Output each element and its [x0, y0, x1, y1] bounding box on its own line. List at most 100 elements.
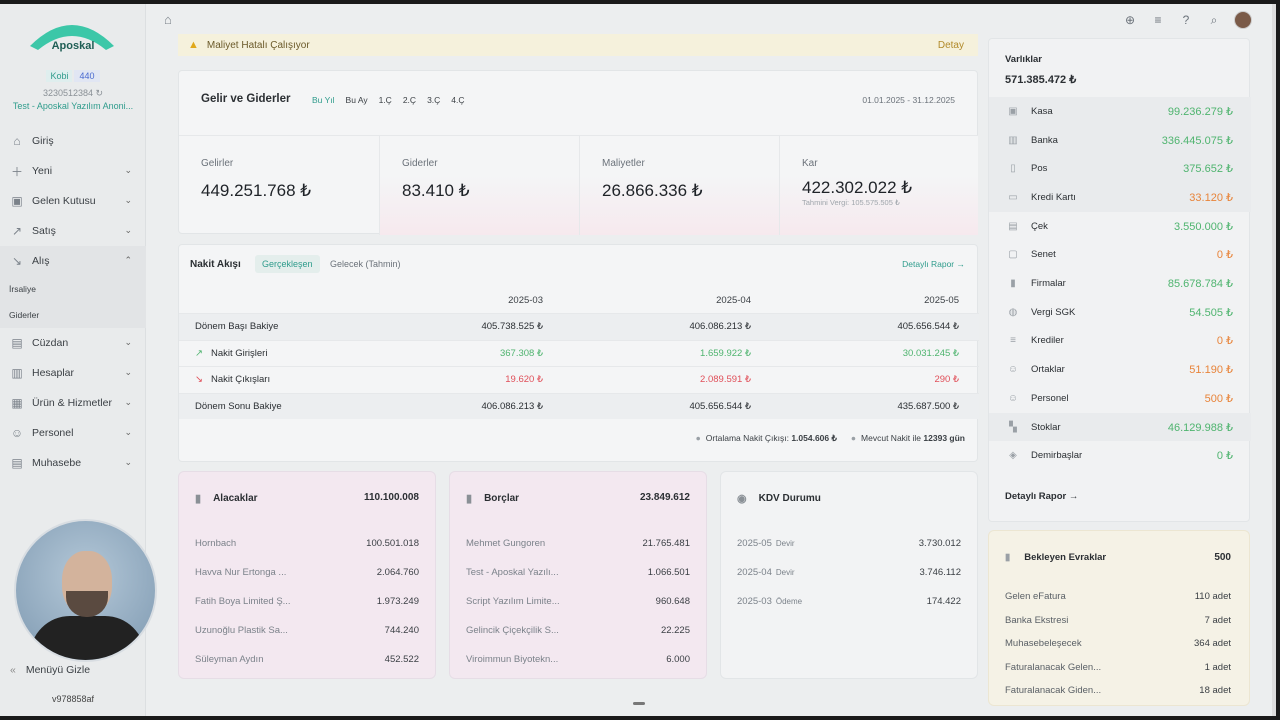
sidebar-item-personel[interactable]: ☺ Personel ⌄ [0, 418, 146, 448]
top-bar-actions: ⊕ ≡ ? ⌕ [1122, 11, 1252, 29]
item-value: 2.064.760 [376, 567, 419, 578]
list-item[interactable]: Banka Ekstresi 7 adet [1005, 615, 1231, 639]
sidebar-item-label: Satış [32, 225, 56, 237]
asset-row[interactable]: ▤ Çek 3.550.000 ₺ [989, 212, 1251, 241]
sidebar-item-alis[interactable]: ↘ Alış ⌃ [0, 246, 146, 276]
list-item[interactable]: 2025-05 Devir 3.730.012 [737, 538, 961, 567]
item-tag: Ödeme [775, 597, 803, 606]
brand-logo[interactable] [28, 12, 116, 58]
double-chevron-left-icon: « [10, 664, 16, 676]
kpi-income[interactable]: Gelirler 449.251.768 ₺ [179, 135, 379, 235]
list-item[interactable]: Havva Nur Ertonga ... 2.064.760 [195, 567, 419, 596]
asset-row[interactable]: ▣ Kasa 99.236.279 ₺ [989, 97, 1251, 126]
home-icon[interactable]: ⌂ [164, 12, 172, 27]
card-header: ◉ KDV Durumu [737, 492, 821, 505]
ledger-icon: ▥ [11, 366, 23, 380]
list-item[interactable]: Faturalanacak Gelen... 1 adet [1005, 662, 1231, 686]
assets-detail-link[interactable]: Detaylı Rapor → [1005, 491, 1079, 502]
company-name[interactable]: Test - Aposkal Yazılım Anoni... [12, 101, 134, 111]
kpi-profit[interactable]: Kar 422.302.022 ₺ Tahmini Vergi: 105.575.5… [779, 135, 978, 235]
tab-forecast[interactable]: Gelecek (Tahmin) [330, 259, 401, 269]
alert-detail-link[interactable]: Detay [937, 39, 964, 51]
list-item[interactable]: Script Yazılım Limite... 960.648 [466, 596, 690, 625]
filter-q3[interactable]: 3.Ç [427, 95, 441, 105]
sidebar-item-hesaplar[interactable]: ▥ Hesaplar ⌄ [0, 358, 146, 388]
list-item[interactable]: 2025-04 Devir 3.746.112 [737, 567, 961, 596]
list-item[interactable]: Test - Aposkal Yazılı... 1.066.501 [466, 567, 690, 596]
kpi-expenses[interactable]: Giderler 83.410 ₺ [379, 135, 579, 235]
list-item[interactable]: Faturalanacak Giden... 18 adet [1005, 685, 1231, 709]
sidebar-subitem-giderler[interactable]: Giderler [0, 302, 146, 328]
asset-label: Senet [1031, 249, 1056, 261]
table-cell: 2.089.591 ₺ [700, 374, 751, 386]
menu-lines-icon[interactable]: ≡ [1154, 13, 1162, 27]
list-item[interactable]: Muhasebeleşecek 364 adet [1005, 638, 1231, 662]
sidebar-item-giris[interactable]: ⌂ Giriş [0, 126, 146, 156]
kpi-costs[interactable]: Maliyetler 26.866.336 ₺ [579, 135, 779, 235]
list-item[interactable]: Viroimmun Biyotekn... 6.000 [466, 654, 690, 683]
asset-value: 0 ₺ [1216, 450, 1233, 463]
coins-icon: ◉ [737, 493, 747, 505]
receivables-card[interactable]: ▮ Alacaklar 110.100.008 Hornbach 100.501.0… [178, 471, 436, 679]
list-item[interactable]: Uzunoğlu Plastik Sa... 744.240 [195, 625, 419, 654]
avatar[interactable] [1234, 11, 1252, 29]
asset-row[interactable]: ☺ Ortaklar 51.190 ₺ [989, 355, 1251, 384]
asset-row[interactable]: ▭ Kredi Kartı 33.120 ₺ [989, 183, 1251, 212]
asset-row[interactable]: ◍ Vergi SGK 54.505 ₺ [989, 298, 1251, 327]
scrollbar[interactable] [1272, 4, 1276, 716]
refresh-icon[interactable]: ↻ [95, 88, 104, 98]
sidebar-item-urun-hizmetler[interactable]: ▦ Ürün & Hizmetler ⌄ [0, 388, 146, 418]
filter-this-month[interactable]: Bu Ay [345, 95, 368, 105]
add-circle-icon[interactable]: ⊕ [1124, 13, 1136, 27]
asset-row[interactable]: ▮ Firmalar 85.678.784 ₺ [989, 269, 1251, 298]
filter-this-year[interactable]: Bu Yıl [312, 95, 335, 105]
payables-card[interactable]: ▮ Borçlar 23.849.612 Mehmet Gungoren 21.76… [449, 471, 707, 679]
sidebar-item-cuzdan[interactable]: ▤ Cüzdan ⌄ [0, 328, 146, 358]
chevron-down-icon: ⌄ [124, 427, 132, 437]
list-item[interactable]: Mehmet Gungoren 21.765.481 [466, 538, 690, 567]
asset-label: Krediler [1031, 335, 1064, 347]
asset-row[interactable]: ▚ Stoklar 46.129.988 ₺ [989, 412, 1251, 442]
card-title: Gelir ve Giderler [201, 93, 291, 105]
tax-number-text: 3230512384 [42, 88, 93, 98]
filter-q4[interactable]: 4.Ç [451, 95, 465, 105]
item-value: 7 adet [1204, 614, 1231, 626]
search-icon[interactable]: ⌕ [1210, 12, 1218, 27]
sidebar-item-muhasebe[interactable]: ▤ Muhasebe ⌄ [0, 448, 146, 478]
scroll-handle[interactable] [633, 702, 645, 705]
sidebar-item-satis[interactable]: ↗ Satış ⌄ [0, 216, 146, 246]
sidebar-subitem-irsaliye[interactable]: İrsaliye [0, 276, 146, 302]
list-item[interactable]: Hornbach 100.501.018 [195, 538, 419, 567]
inbox-icon: ▣ [11, 194, 23, 208]
card-total: 110.100.008 [363, 492, 419, 503]
help-icon[interactable]: ? [1182, 13, 1190, 27]
asset-row[interactable]: ☺ Personel 500 ₺ [989, 384, 1251, 413]
kdv-card[interactable]: ◉ KDV Durumu 2025-05 Devir 3.730.012 2025-0… [720, 471, 978, 679]
filter-q2[interactable]: 2.Ç [402, 95, 417, 105]
warning-icon: ▲ [188, 39, 199, 51]
detail-report-link[interactable]: Detaylı Rapor → [902, 259, 965, 269]
list-item[interactable]: Gelen eFatura 110 adet [1005, 591, 1231, 615]
asset-row[interactable]: ◈ Demirbaşlar 0 ₺ [989, 441, 1251, 470]
sidebar-item-gelen-kutusu[interactable]: ▣ Gelen Kutusu ⌄ [0, 186, 146, 216]
item-value: 452.522 [384, 654, 419, 665]
table-cell: 290 ₺ [934, 374, 959, 386]
sidebar-item-yeni[interactable]: ＋ Yeni ⌄ [0, 156, 146, 186]
asset-row[interactable]: ≡ Krediler 0 ₺ [989, 327, 1251, 356]
asset-label: Ortaklar [1031, 364, 1065, 376]
tab-actual[interactable]: Gerçekleşen [255, 255, 320, 273]
filter-q1[interactable]: 1.Ç [378, 95, 392, 105]
kpi-label: Maliyetler [602, 158, 645, 169]
webcam-body-shape [30, 616, 145, 660]
asset-row[interactable]: ▥ Banka 336.445.075 ₺ [989, 125, 1251, 155]
list-item[interactable]: Gelincik Çiçekçilik S... 22.225 [466, 625, 690, 654]
hide-menu-button[interactable]: « Menüyü Gizle [10, 664, 90, 676]
asset-row[interactable]: ▢ Senet 0 ₺ [989, 241, 1251, 270]
sidebar-nav: ⌂ Giriş ＋ Yeni ⌄ ▣ Gelen Kutusu ⌄ ↗ Satış ⌄ ↘ Al… [0, 126, 146, 478]
asset-row[interactable]: ▯ Pos 375.652 ₺ [989, 154, 1251, 184]
pending-documents-card[interactable]: ▮ Bekleyen Evraklar 500 Gelen eFatura 110 … [988, 530, 1250, 706]
list-item[interactable]: Süleyman Aydın 452.522 [195, 654, 419, 683]
item-value: 960.648 [655, 596, 690, 607]
list-item[interactable]: Fatih Boya Limited Ş... 1.973.249 [195, 596, 419, 625]
list-item[interactable]: 2025-03 Ödeme 174.422 [737, 596, 961, 625]
